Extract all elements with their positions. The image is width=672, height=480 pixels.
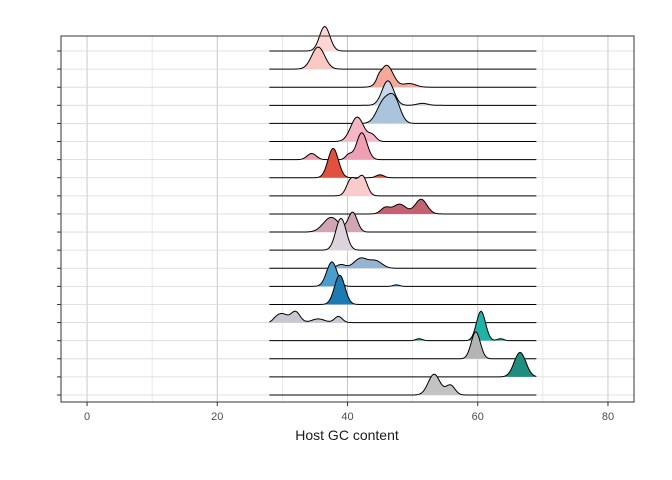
ridge-line-14: [269, 261, 537, 287]
x-tick-label: 40: [341, 411, 353, 423]
ridge-line-15: [269, 274, 537, 305]
ridge-line-16: [269, 310, 537, 324]
ridge-fill-12: [269, 218, 537, 251]
ridge-line-19: [269, 351, 537, 378]
ridge-line-20: [269, 373, 537, 396]
ridge-line-10: [269, 198, 537, 215]
ridge-fill-11: [269, 212, 537, 233]
x-tick-label: 20: [211, 411, 223, 423]
ridge-line-4: [269, 80, 537, 106]
ridge-line-9: [269, 174, 537, 197]
ridge-fill-19: [269, 352, 537, 377]
ridge-fill-1: [269, 26, 537, 51]
ridge-fill-16: [269, 311, 537, 323]
ridge-line-13: [269, 257, 537, 269]
ridge-line-6: [269, 116, 537, 143]
x-tick-label: 0: [84, 411, 90, 423]
y-axis-ticks: [57, 50, 61, 396]
ridge-fill-8: [269, 148, 537, 178]
ridge-fill-5: [269, 93, 537, 124]
ridge-line-2: [269, 46, 537, 70]
ridge-line-1: [269, 26, 537, 52]
ridge-fill-18: [269, 331, 537, 359]
ridge-line-5: [269, 92, 537, 124]
ridge-line-3: [269, 64, 537, 88]
x-tick-label: 60: [472, 411, 484, 423]
ridge-fill-2: [269, 47, 537, 70]
x-axis-title: Host GC content: [295, 427, 399, 443]
ridge-line-7: [269, 132, 537, 161]
ridge-fill-10: [269, 199, 537, 214]
ridge-line-8: [269, 147, 537, 179]
ridge-fill-17: [269, 311, 537, 341]
ridge-line-17: [269, 310, 537, 342]
ridge-line-12: [269, 217, 537, 251]
ridge-line-18: [269, 331, 537, 360]
ridge-line-11: [269, 211, 537, 233]
x-tick-label: 80: [602, 411, 614, 423]
x-axis-ticks: 0 20 40 60 80: [84, 402, 614, 423]
ridges: [269, 26, 537, 396]
